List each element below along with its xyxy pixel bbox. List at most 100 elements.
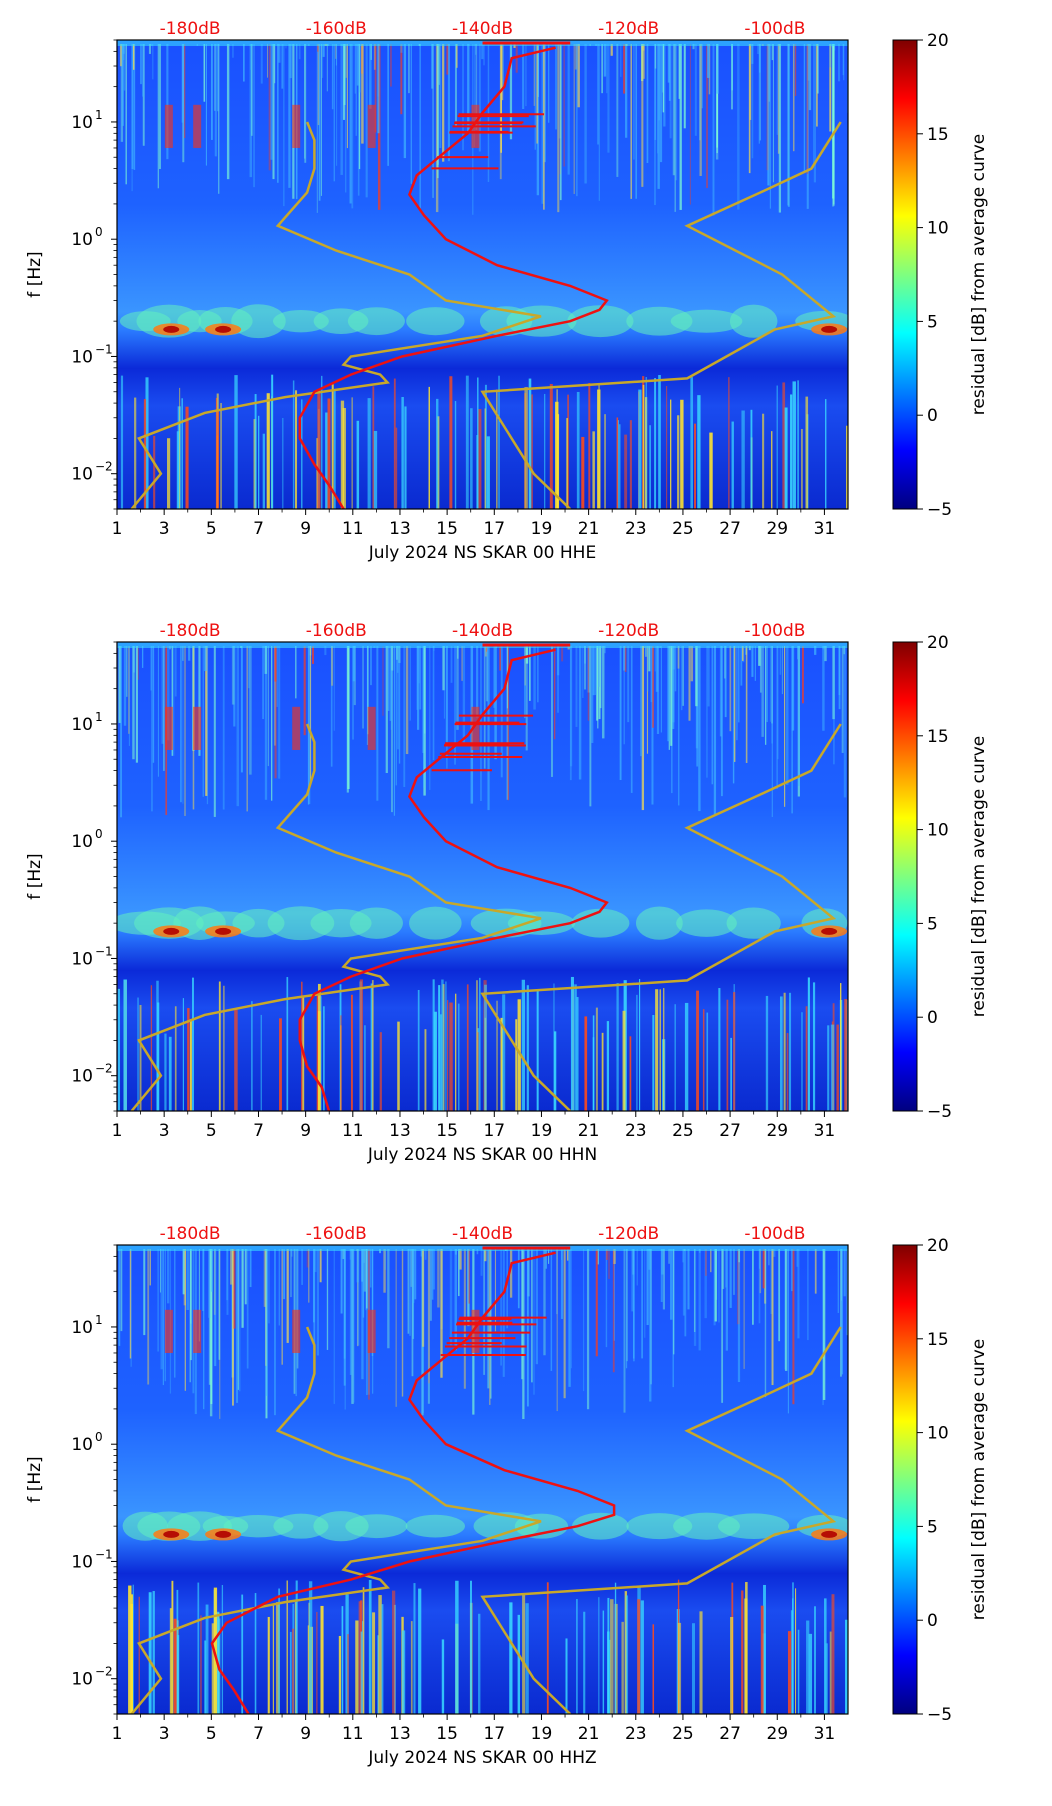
spectrogram-streak (654, 44, 656, 206)
spectrogram-streak (610, 44, 613, 56)
spectrogram-streak (592, 646, 595, 696)
spectrogram-streak (838, 44, 841, 82)
spectrogram-streak (771, 1249, 774, 1386)
spectrogram-streak (247, 646, 250, 689)
spectrogram-streak (589, 646, 592, 807)
spectrogram-streak (668, 1249, 670, 1264)
spectrogram-streak (632, 44, 635, 160)
spectrogram-streak (331, 646, 334, 686)
spectrogram-streak (436, 44, 439, 179)
spectrogram-streak (563, 44, 565, 167)
spectrogram-streak (705, 1249, 707, 1276)
spectrogram-streak (132, 646, 135, 760)
spectrogram-streak (401, 1249, 404, 1397)
spectrogram-streak (525, 646, 529, 664)
spectrogram-streak (525, 44, 527, 107)
spectrogram-streak (570, 1249, 572, 1369)
spectrogram-transient (825, 399, 827, 509)
spectrogram-streak (733, 1249, 735, 1295)
spectrogram-streak (120, 1249, 123, 1332)
spectrogram-transient (726, 999, 729, 1111)
colorbar-tick-label: 15 (927, 1330, 949, 1350)
spectrogram-streak (784, 1249, 788, 1371)
y-tick-label: 10 (71, 1670, 93, 1690)
spectrogram-streak (450, 646, 453, 683)
spectrogram-streak (438, 44, 440, 85)
x-tick-label: 3 (159, 1121, 170, 1141)
spectrogram-streak (346, 44, 348, 149)
spectrogram-transient (636, 994, 638, 1111)
spectrogram-streak (149, 1249, 151, 1286)
spectrogram-streak (598, 646, 601, 720)
spectrogram-streak (833, 44, 836, 51)
spectrogram-transient (359, 979, 363, 1111)
top-db-label: -120dB (598, 19, 659, 39)
y-tick-exponent: 0 (95, 1430, 103, 1444)
spectrogram-transient (139, 1004, 142, 1111)
spectrogram-streak (317, 44, 320, 126)
spectrogram-streak (494, 646, 497, 760)
hf-hotspot (164, 706, 173, 750)
spectrogram-streak (184, 1249, 186, 1391)
spectrogram-streak (283, 44, 285, 207)
spectrogram-transient (367, 398, 371, 509)
spectrogram-streak (411, 1249, 414, 1377)
colorbar-gradient (892, 641, 918, 1112)
spectrogram-streak (445, 646, 448, 742)
spectrogram-streak (777, 44, 780, 154)
spectrogram-streak (485, 646, 487, 657)
spectrogram-transient (301, 399, 303, 509)
spectrogram-streak (403, 646, 406, 788)
spectrogram-streak (429, 646, 431, 790)
spectrogram-streak (347, 646, 350, 789)
spectrogram-transient (598, 1597, 600, 1714)
spectrogram-transient (619, 424, 621, 509)
spectrogram-streak (358, 44, 361, 93)
spectrogram-streak (383, 1249, 386, 1293)
spectrogram-transient (846, 425, 848, 509)
spectrogram-streak (803, 44, 806, 173)
spectrogram-transient (831, 1594, 835, 1714)
spectrogram-transient (347, 1634, 349, 1714)
spectrogram-streak (522, 1249, 525, 1419)
spectrogram-transient (424, 1029, 427, 1111)
spectrogram-transient (397, 1021, 400, 1111)
spectrogram-streak (291, 1249, 293, 1257)
spectrogram-streak (166, 44, 169, 160)
spectrogram-transient (797, 380, 799, 509)
spectrogram-transient (570, 976, 574, 1111)
spectrogram-transient (659, 989, 661, 1111)
spectrogram-streak (641, 646, 645, 811)
spectrogram-streak (792, 1249, 795, 1405)
spectrogram-streak (274, 1249, 276, 1416)
spectrogram-streak (285, 44, 287, 49)
spectrogram-streak (745, 646, 748, 763)
spectrogram-streak (758, 1249, 761, 1324)
spectrogram-transient (655, 989, 659, 1111)
spectrogram-transient (454, 993, 457, 1111)
spectrogram-transient (342, 408, 346, 509)
y-tick-label: 10 (71, 1552, 93, 1572)
spectrogram-streak (400, 44, 403, 115)
colorbar-tick-label: 20 (927, 633, 949, 653)
hf-hotspot (367, 706, 376, 750)
spectrogram-streak (560, 1249, 563, 1260)
spectrogram-streak (456, 44, 458, 68)
x-axis-label: July 2024 NS SKAR 00 HHZ (367, 1748, 596, 1768)
x-tick-label: 11 (342, 1724, 364, 1744)
spectrogram-transient (439, 1014, 442, 1111)
spectrogram-streak (612, 1249, 615, 1373)
spectrogram-streak (771, 646, 773, 724)
spectrogram-streak (244, 1249, 247, 1305)
low-noise-model-line (130, 723, 542, 1111)
spectrogram-streak (126, 646, 128, 697)
spectrogram-streak (515, 44, 518, 73)
spectrogram-transient (187, 1008, 190, 1111)
spectrogram-streak (748, 646, 751, 651)
spectrogram-streak (366, 1249, 368, 1396)
spectrogram-streak (204, 646, 207, 672)
spectrogram-streak (749, 44, 752, 120)
spectrogram-streak (662, 44, 665, 113)
spectrogram-transient (824, 1598, 827, 1714)
